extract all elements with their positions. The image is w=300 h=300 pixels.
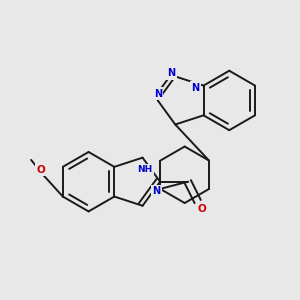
Text: N: N bbox=[152, 186, 160, 196]
Text: NH: NH bbox=[137, 165, 152, 174]
Text: O: O bbox=[197, 204, 206, 214]
Text: N: N bbox=[167, 68, 176, 78]
Text: O: O bbox=[37, 165, 45, 175]
Text: N: N bbox=[191, 82, 200, 93]
Text: N: N bbox=[154, 88, 162, 98]
